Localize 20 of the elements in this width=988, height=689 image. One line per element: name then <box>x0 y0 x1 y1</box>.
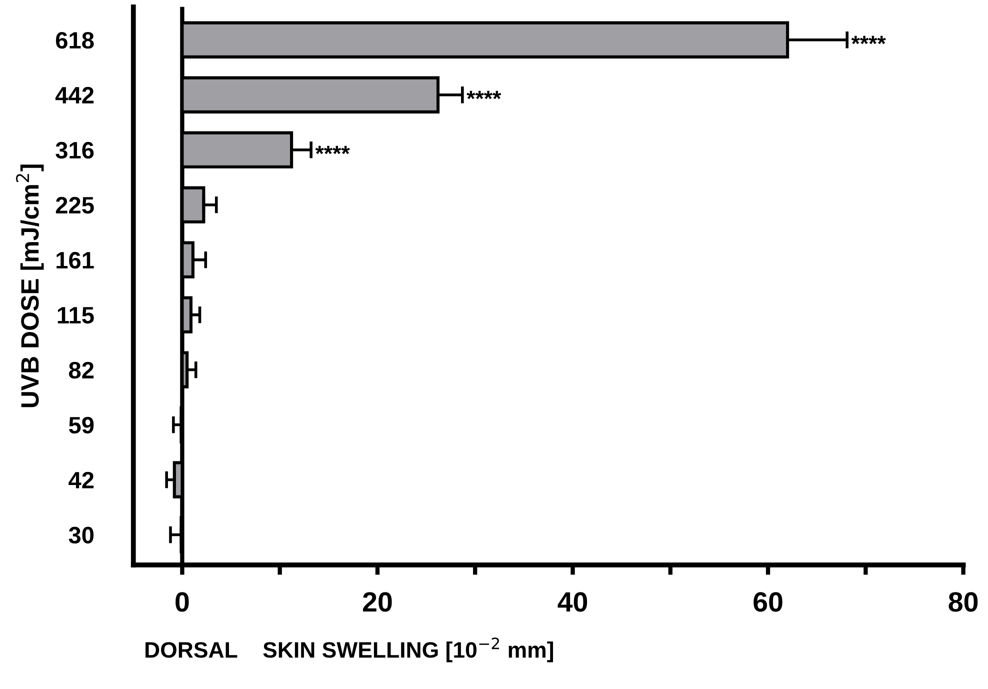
y-tick-label: 225 <box>56 196 94 214</box>
annotation: **** <box>466 90 502 100</box>
y-tick-label: 30 <box>68 526 94 544</box>
annotation: **** <box>315 146 350 154</box>
y-tick-label: 161 <box>56 252 94 269</box>
y-tick-label: 59 <box>68 416 94 434</box>
y-tick-label: 115 <box>58 307 94 324</box>
y-tick-label: 618 <box>56 32 94 49</box>
x-axis-title: DORSAL SKIN SWELLING [10$^{−2}$ mm] <box>146 638 553 662</box>
y-tick-label: 316 <box>56 142 94 159</box>
x-tick-label: 80 <box>948 592 978 612</box>
x-tick-label: 0 <box>176 592 189 612</box>
x-tick-label: 60 <box>754 592 782 612</box>
y-tick-label: 42 <box>68 472 94 488</box>
annotation: **** <box>851 36 886 44</box>
x-tick-label: 40 <box>558 592 588 612</box>
y-axis-title: UVB DOSE [mJ/cm$^{2}$] <box>16 164 44 408</box>
x-tick-label: 20 <box>362 592 392 612</box>
y-tick-label: 442 <box>55 86 94 104</box>
y-tick-label: 82 <box>68 362 94 379</box>
